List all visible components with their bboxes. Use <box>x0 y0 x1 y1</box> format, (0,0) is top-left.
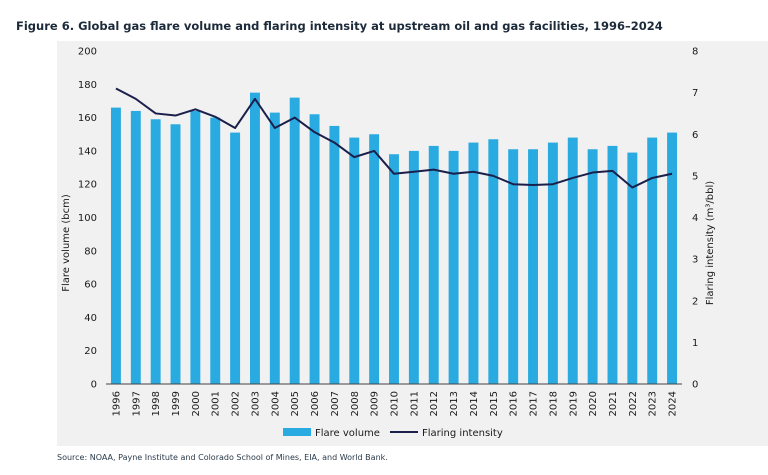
y2-axis-label: Flaring intensity (m³/bbl) <box>705 181 716 305</box>
x-tick-label-2011: 2011 <box>409 391 420 416</box>
x-tick-label-2023: 2023 <box>648 391 659 416</box>
x-tick-label-2019: 2019 <box>568 391 579 416</box>
bar-flare-volume-2001 <box>210 117 221 384</box>
x-tick-label-2022: 2022 <box>628 391 639 416</box>
x-tick-label-2015: 2015 <box>489 391 500 416</box>
y-tick-label-180: 180 <box>78 80 97 91</box>
bar-flare-volume-2016 <box>508 149 519 384</box>
chart-svg: 0204060801001201401601802000123456781996… <box>61 47 716 440</box>
x-tick-label-1998: 1998 <box>151 391 162 416</box>
x-tick-label-2013: 2013 <box>449 391 460 416</box>
y2-tick-label-5: 5 <box>692 171 698 182</box>
bar-flare-volume-2008 <box>349 137 360 384</box>
bar-flare-volume-2009 <box>369 134 380 384</box>
x-tick-label-2000: 2000 <box>191 391 202 416</box>
y2-tick-label-8: 8 <box>692 47 698 58</box>
bar-flare-volume-2000 <box>190 110 201 384</box>
y2-tick-label-1: 1 <box>692 338 698 349</box>
axes-layer: 0204060801001201401601802000123456781996… <box>78 47 698 417</box>
bar-flare-volume-2022 <box>627 152 638 384</box>
y2-tick-label-4: 4 <box>692 213 698 224</box>
bar-flare-volume-1998 <box>150 119 161 384</box>
x-tick-label-2021: 2021 <box>608 391 619 416</box>
y-tick-label-60: 60 <box>84 280 97 291</box>
bar-flare-volume-2003 <box>250 92 260 385</box>
bar-flare-volume-2024 <box>667 132 678 384</box>
y-tick-label-20: 20 <box>84 346 97 357</box>
x-tick-label-2009: 2009 <box>370 391 381 416</box>
bar-flare-volume-2010 <box>389 154 399 384</box>
x-tick-label-2014: 2014 <box>469 391 480 416</box>
bars-layer <box>110 92 678 385</box>
x-tick-label-2005: 2005 <box>290 391 301 416</box>
bar-flare-volume-2011 <box>408 150 419 384</box>
bar-flare-volume-2007 <box>329 125 340 385</box>
bar-flare-volume-2005 <box>289 97 300 384</box>
bar-flare-volume-1999 <box>170 124 181 384</box>
bar-flare-volume-2018 <box>547 142 558 384</box>
y2-tick-label-0: 0 <box>692 380 698 391</box>
bar-flare-volume-2015 <box>488 139 499 384</box>
x-tick-label-2010: 2010 <box>390 391 401 416</box>
source-note: Source: NOAA, Payne Institute and Colora… <box>57 453 388 462</box>
legend-label-flaring-intensity: Flaring intensity <box>422 428 503 439</box>
legend: Flare volume Flaring intensity <box>283 428 503 439</box>
x-tick-label-2003: 2003 <box>250 391 261 416</box>
x-tick-label-1997: 1997 <box>131 391 142 416</box>
bar-flare-volume-2006 <box>309 114 320 385</box>
y2-tick-label-2: 2 <box>692 296 698 307</box>
x-tick-label-2001: 2001 <box>211 391 222 416</box>
x-tick-label-2012: 2012 <box>429 391 440 416</box>
y-tick-label-40: 40 <box>84 313 97 324</box>
x-tick-label-1999: 1999 <box>171 391 182 416</box>
x-tick-label-2004: 2004 <box>270 391 281 416</box>
x-tick-label-2017: 2017 <box>529 391 540 416</box>
y2-tick-label-7: 7 <box>692 88 698 99</box>
bar-flare-volume-2014 <box>468 142 479 384</box>
x-tick-label-2024: 2024 <box>668 391 679 416</box>
bar-flare-volume-1996 <box>110 107 121 385</box>
y-tick-label-120: 120 <box>78 180 97 191</box>
bar-flare-volume-2020 <box>587 149 598 384</box>
x-tick-label-2020: 2020 <box>588 391 599 416</box>
bar-flare-volume-2023 <box>647 137 658 384</box>
bar-flare-volume-1997 <box>130 110 141 384</box>
y2-tick-label-3: 3 <box>692 255 698 266</box>
y-tick-label-80: 80 <box>84 246 97 257</box>
y-tick-label-100: 100 <box>78 213 97 224</box>
legend-label-flare-volume: Flare volume <box>315 428 380 439</box>
x-tick-label-2002: 2002 <box>231 391 242 416</box>
bar-flare-volume-2012 <box>428 145 439 384</box>
y2-tick-label-6: 6 <box>692 130 698 141</box>
bar-flare-volume-2019 <box>567 137 578 384</box>
y-tick-label-0: 0 <box>91 380 97 391</box>
x-tick-label-2007: 2007 <box>330 391 341 416</box>
y-tick-label-140: 140 <box>78 146 97 157</box>
y-axis-label: Flare volume (bcm) <box>61 194 72 292</box>
bar-flare-volume-2013 <box>448 150 459 384</box>
x-tick-label-2016: 2016 <box>509 391 520 416</box>
y-tick-label-160: 160 <box>78 113 97 124</box>
x-tick-label-2006: 2006 <box>310 391 321 416</box>
figure-title: Figure 6. Global gas flare volume and fl… <box>16 19 663 33</box>
x-tick-label-2008: 2008 <box>350 391 361 416</box>
legend-swatch-flare-volume <box>283 428 311 436</box>
chart-panel: 0 20 40 60 80 100 120 140 160 180 200 0 1 2 3 4 5 6 7 8 1996… <box>57 41 768 446</box>
bar-flare-volume-2021 <box>607 145 618 384</box>
x-tick-label-2018: 2018 <box>548 391 559 416</box>
bar-flare-volume-2017 <box>528 149 538 384</box>
bar-flare-volume-2004 <box>269 112 280 385</box>
y-tick-label-200: 200 <box>78 47 97 58</box>
bar-flare-volume-2002 <box>230 132 241 384</box>
line-layer <box>115 87 673 189</box>
x-tick-label-1996: 1996 <box>111 391 122 416</box>
